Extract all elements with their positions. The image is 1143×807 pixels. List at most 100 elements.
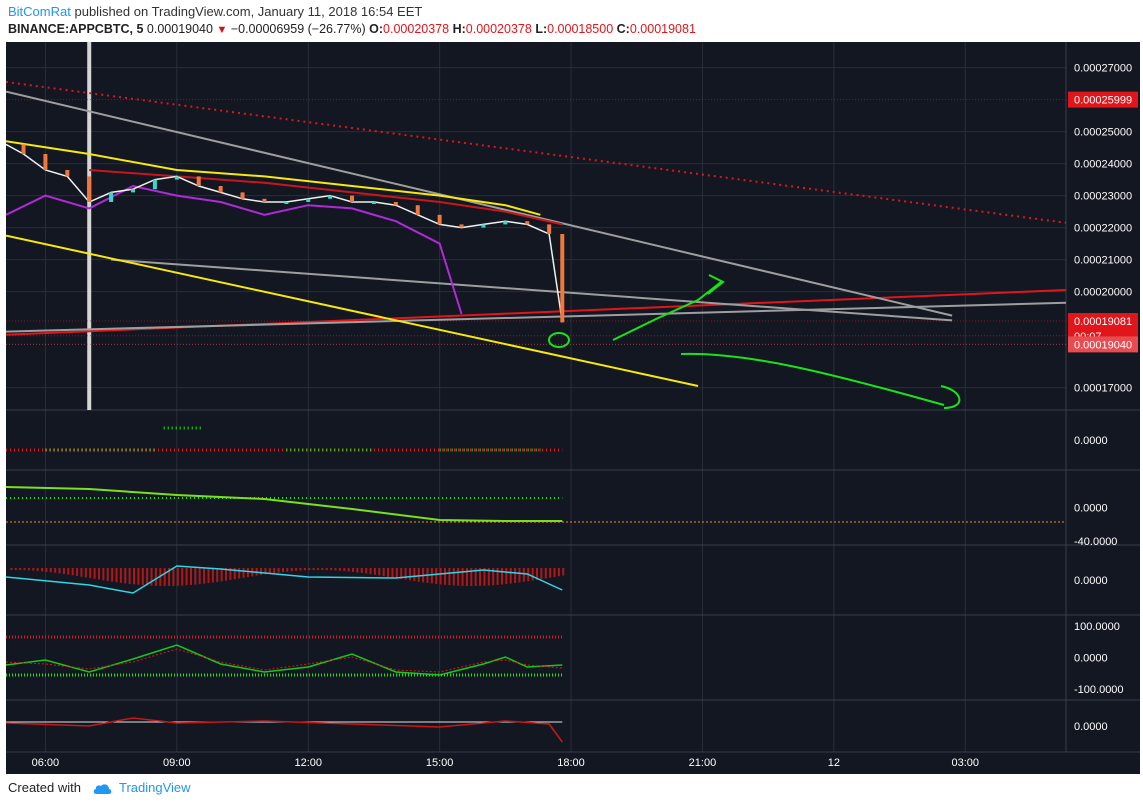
green-arrow-up (612, 281, 722, 341)
histogram-bar (536, 568, 538, 580)
histogram-bar (522, 568, 525, 582)
histogram-bar (133, 568, 136, 585)
price-candle (306, 198, 311, 202)
macd-line (6, 565, 563, 594)
price-candle (350, 195, 355, 202)
hand-drawn-annotations (548, 274, 961, 409)
green-arrowhead-down (940, 385, 961, 409)
histogram-bar (492, 568, 495, 586)
histogram-bar (58, 568, 61, 574)
pane-tick-label: 100.0000 (1074, 621, 1120, 633)
price-candle (131, 189, 136, 193)
histogram-bar (168, 568, 171, 586)
histogram-bar (435, 568, 438, 584)
moving-average-line (6, 140, 541, 216)
price-tick-label: 0.00022000 (1074, 223, 1132, 235)
symbol-label: BINANCE:APPCBTC, 5 (8, 22, 144, 36)
price-candle (65, 170, 70, 177)
price-change: −0.00006959 (−26.77%) (230, 22, 366, 36)
price-tick-label: 0.00017000 (1074, 383, 1132, 395)
histogram-bar (417, 568, 420, 582)
time-tick-label: 03:00 (951, 757, 979, 769)
histogram-bar (487, 568, 490, 586)
histogram-bar (111, 568, 114, 582)
price-candle (481, 224, 486, 228)
histogram-bar (413, 568, 416, 582)
price-badge (1068, 313, 1138, 330)
cloud-icon (93, 783, 112, 794)
green-arrow-down (680, 352, 945, 406)
price-candle (196, 176, 201, 186)
time-tick-label: 12:00 (294, 757, 322, 769)
histogram-bar (163, 568, 166, 586)
histogram-bar (84, 568, 87, 578)
pane-tick-label: 0.0000 (1074, 653, 1108, 665)
histogram-bar (71, 568, 74, 576)
price-candle (43, 154, 48, 170)
histogram-bar (299, 568, 302, 571)
histogram-bar (76, 568, 79, 576)
price-candle (503, 221, 508, 225)
histogram-bar (128, 568, 131, 584)
histogram-bar (185, 568, 188, 586)
price-badge (1068, 91, 1138, 108)
histogram-bar (229, 568, 232, 580)
publish-info: BitComRat published on TradingView.com, … (8, 4, 422, 19)
histogram-bar (97, 568, 100, 580)
stoch-d-line (6, 648, 563, 673)
price-candle (152, 179, 157, 190)
price-tick-label: 0.00020000 (1074, 287, 1132, 299)
histogram-bar (347, 568, 350, 572)
price-candle (547, 224, 552, 234)
publish-text: published on TradingView.com, January 11… (74, 4, 423, 19)
histogram-bar (277, 568, 280, 573)
histogram-bar (189, 568, 192, 585)
price-candle (262, 198, 267, 202)
histogram-bar (19, 568, 22, 571)
price-chart[interactable]: 0.00027000 0.00025000 0.00024000 0.00023000… (6, 42, 1140, 774)
price-candle (240, 192, 245, 199)
low-label: L: (535, 22, 548, 36)
histogram-bar (172, 568, 175, 586)
footer: Created with TradingView (8, 780, 191, 795)
histogram-bar (540, 568, 543, 580)
histogram-bar (273, 568, 276, 574)
price-candle (109, 192, 114, 202)
histogram-bar (225, 568, 228, 581)
histogram-bar (444, 568, 447, 585)
histogram-bar (505, 568, 508, 585)
tradingview-link[interactable]: TradingView (118, 780, 191, 795)
price-candle (371, 202, 376, 204)
histogram-bar (343, 568, 346, 572)
price-candle (459, 224, 464, 228)
histogram-bar (391, 568, 394, 578)
histogram-bar (207, 568, 210, 584)
price-tick-label: 0.00027000 (1074, 63, 1132, 75)
histogram-bar (80, 568, 83, 577)
trend-line (6, 81, 1067, 224)
histogram-bar (32, 568, 35, 571)
histogram-bar (479, 568, 482, 586)
histogram-bar (308, 568, 311, 571)
histogram-bar (303, 568, 306, 571)
moving-average-line (6, 184, 463, 315)
histogram-bar (369, 568, 372, 575)
author-link[interactable]: BitComRat (8, 4, 71, 19)
histogram-bar (41, 568, 44, 572)
pane-tick-label: 0.0000 (1074, 503, 1108, 515)
histogram-bar (474, 568, 477, 586)
histogram-bar (154, 568, 157, 586)
histogram-bar (281, 568, 284, 573)
oscillator-line (6, 486, 563, 522)
histogram-bar (387, 568, 390, 577)
pane-tick-label: 0.0000 (1074, 575, 1108, 587)
histogram-bar (518, 568, 521, 583)
histogram-bar (404, 568, 407, 580)
histogram-bar (10, 568, 13, 571)
price-badge-label: 0.00019040 (1074, 339, 1132, 351)
price-tick-label: 0.00025000 (1074, 127, 1132, 139)
histogram-bar (27, 568, 30, 571)
histogram-bar (49, 568, 52, 573)
green-circle (548, 332, 570, 348)
stoch-k-line (6, 644, 563, 676)
